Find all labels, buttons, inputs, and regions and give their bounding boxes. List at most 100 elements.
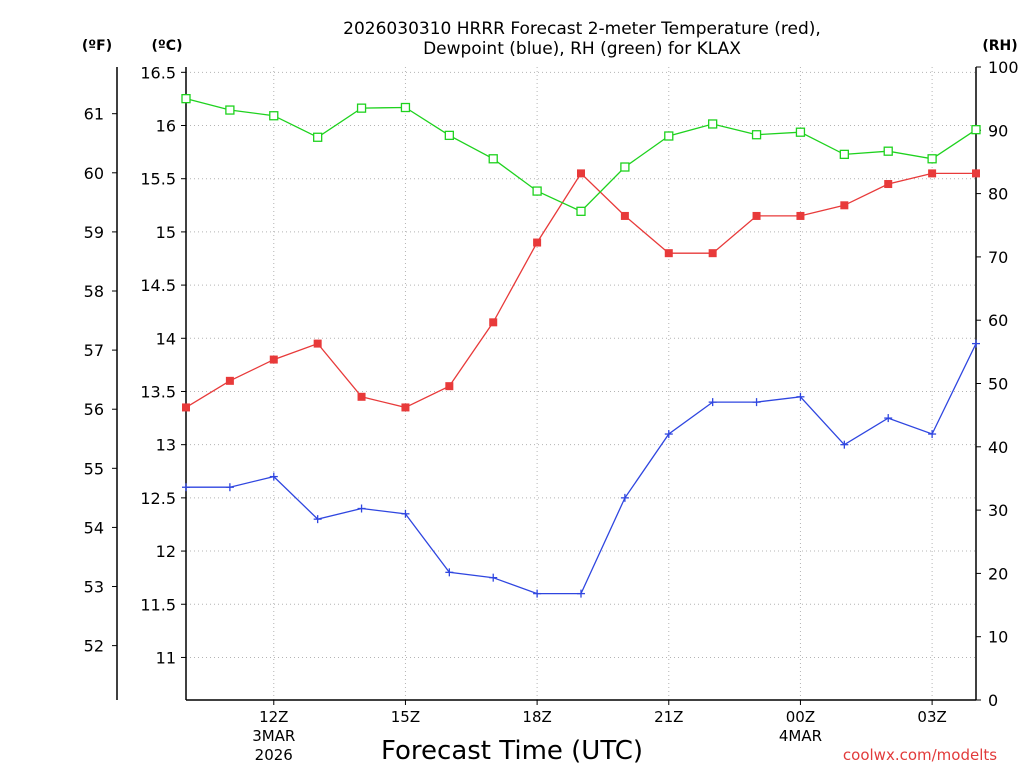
credit-label: coolwx.com/modelts [843, 746, 997, 764]
x-tick-year-label: 2026 [255, 746, 293, 764]
dewpoint-point [225, 483, 234, 492]
rh-tick-label: 50 [988, 375, 1008, 394]
celsius-tick-label: 11.5 [140, 595, 176, 614]
temperature-point [664, 249, 673, 258]
fahrenheit-tick-label: 55 [84, 459, 104, 478]
dewpoint-point [577, 589, 585, 598]
dewpoint-point [620, 493, 629, 502]
dewpoint-line [186, 343, 977, 595]
dewpoint-point [884, 414, 893, 423]
dewpoint-point [972, 339, 980, 348]
dewpoint-point [269, 472, 278, 481]
dewpoint-point [928, 430, 937, 439]
rh-point [400, 102, 411, 113]
x-tick-label: 21Z [654, 708, 683, 726]
dewpoint-point [489, 573, 498, 582]
dewpoint-point [840, 440, 849, 449]
celsius-tick-label: 13.5 [140, 382, 176, 401]
dewpoint-point [664, 430, 673, 439]
x-tick-label: 15Z [391, 708, 420, 726]
chart-title-line-2: Dewpoint (blue), RH (green) for KLAX [423, 39, 741, 59]
rh-point [971, 125, 981, 135]
celsius-tick-label: 15.5 [140, 170, 176, 189]
rh-unit-label: (RH) [982, 38, 1017, 54]
temperature-point [357, 392, 366, 401]
dewpoint-point [533, 589, 542, 598]
x-tick-label: 00Z [786, 708, 815, 726]
chart-title-line-1: 2026030310 HRRR Forecast 2-meter Tempera… [343, 19, 821, 39]
rh-tick-label: 0 [988, 691, 998, 710]
celsius-tick-label: 12.5 [140, 489, 176, 508]
rh-tick-label: 40 [988, 438, 1008, 457]
rh-point [883, 146, 893, 156]
temperature-point [708, 249, 717, 258]
temperature-point [620, 211, 629, 220]
rh-tick-label: 60 [988, 311, 1008, 330]
rh-point [576, 206, 586, 216]
x-tick-label: 12Z [259, 708, 288, 726]
axes: 11 11.5 12 12.5 13 13.5 14 14.5 15 15.5 16 16.5 52 53… [84, 58, 1019, 764]
celsius-tick-label: 12 [156, 542, 176, 561]
x-tick-label: 03Z [917, 708, 946, 726]
temperature-point [445, 382, 454, 391]
temperature-point [752, 211, 761, 220]
rh-point [664, 131, 674, 141]
celsius-tick-label: 15 [156, 223, 176, 242]
rh-point [708, 119, 718, 129]
rh-point [620, 162, 630, 172]
dewpoint-point [313, 515, 322, 524]
rh-tick-label: 90 [988, 121, 1008, 140]
temperature-point [489, 318, 498, 327]
celsius-tick-label: 14.5 [140, 276, 176, 295]
rh-point [225, 105, 235, 115]
rh-point [313, 132, 323, 142]
fahrenheit-tick-label: 52 [84, 637, 104, 656]
temperature-point [401, 403, 410, 412]
dewpoint-point [796, 392, 805, 401]
temperature-point [796, 211, 805, 220]
celsius-tick-label: 14 [156, 329, 176, 348]
temperature-point [182, 403, 190, 412]
rh-point [488, 154, 498, 164]
rh-tick-label: 80 [988, 185, 1008, 204]
x-axis-title: Forecast Time (UTC) [381, 736, 643, 766]
celsius-tick-label: 16.5 [140, 63, 176, 82]
rh-point [269, 111, 279, 121]
temperature-point [928, 169, 937, 178]
temperature-point [884, 180, 893, 189]
rh-point [181, 94, 191, 104]
rh-point [444, 130, 454, 141]
dewpoint-point [708, 398, 717, 407]
fahrenheit-tick-label: 61 [84, 105, 104, 124]
rh-point [839, 149, 849, 160]
fahrenheit-tick-label: 54 [84, 518, 104, 537]
data-series [181, 94, 981, 598]
temperature-point [269, 355, 278, 364]
temperature-point [972, 169, 980, 178]
temperature-point [577, 169, 585, 178]
rh-point [532, 186, 542, 196]
dewpoint-point [752, 398, 761, 407]
x-tick-label: 18Z [522, 708, 551, 726]
dewpoint-point [445, 568, 454, 577]
dewpoint-point [182, 483, 190, 492]
rh-tick-label: 100 [988, 58, 1019, 77]
rh-point [795, 127, 806, 137]
rh-point [751, 130, 762, 140]
dewpoint-point [401, 509, 410, 518]
rh-point [927, 154, 937, 164]
fahrenheit-tick-label: 58 [84, 282, 104, 301]
rh-line [185, 97, 977, 213]
rh-tick-label: 30 [988, 501, 1008, 520]
rh-point [356, 103, 367, 113]
fahrenheit-tick-label: 57 [84, 341, 104, 360]
temperature-point [840, 201, 849, 210]
temperature-point [225, 376, 234, 385]
grid-lines [186, 67, 976, 700]
dewpoint-point [357, 504, 366, 513]
x-tick-date-label: 4MAR [779, 727, 822, 745]
rh-tick-label: 70 [988, 248, 1008, 267]
rh-tick-label: 10 [988, 628, 1008, 647]
x-tick-date-label: 3MAR [252, 727, 295, 745]
temperature-point [313, 339, 322, 348]
